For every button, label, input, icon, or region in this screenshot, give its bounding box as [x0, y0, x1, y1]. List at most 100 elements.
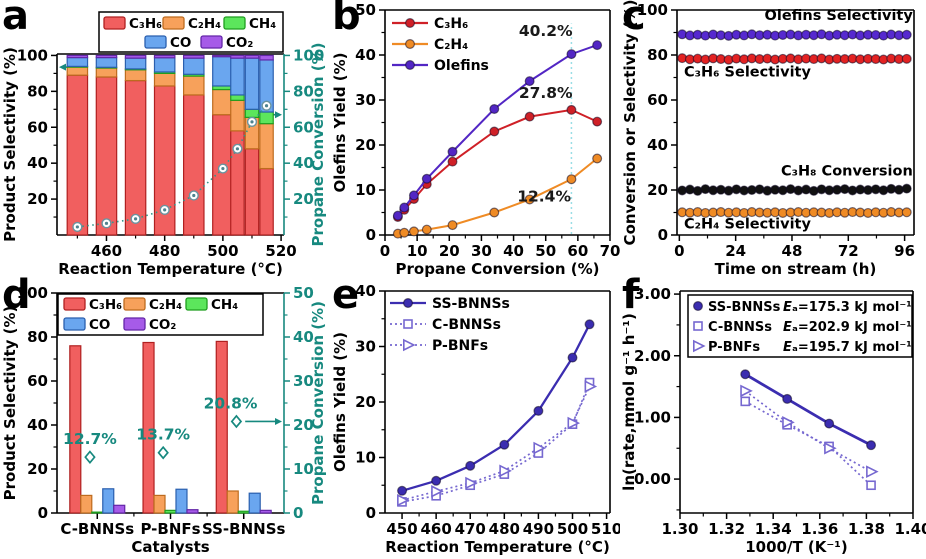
svg-text:Propane Conversion (%): Propane Conversion (%): [309, 43, 327, 247]
svg-text:1.34: 1.34: [755, 520, 792, 538]
svg-text:0: 0: [674, 242, 684, 260]
svg-text:0: 0: [380, 242, 390, 260]
series-ss-bnnss: [740, 369, 877, 451]
series-c-h-: [392, 153, 603, 239]
panel-a: 460 480 500 520 20 40 60 80 100 20 40 60 80 100 Propan…: [0, 0, 330, 279]
svg-text:Catalysts: Catalysts: [131, 538, 209, 556]
svg-text:Eₐ=202.9 kJ mol⁻¹: Eₐ=202.9 kJ mol⁻¹: [783, 320, 912, 335]
svg-text:0: 0: [366, 504, 376, 522]
series-olefins: [392, 40, 603, 221]
svg-text:20: 20: [293, 416, 314, 434]
svg-text:20: 20: [355, 393, 376, 411]
svg-text:Product Selectivity (%): Product Selectivity (%): [1, 47, 19, 242]
svg-text:C-BNNSs: C-BNNSs: [708, 320, 772, 335]
svg-text:490: 490: [523, 520, 554, 538]
svg-text:Conversion or Selectivity (%): Conversion or Selectivity (%): [621, 0, 639, 245]
svg-text:96: 96: [894, 242, 915, 260]
svg-text:Reaction Temperature (°C): Reaction Temperature (°C): [385, 538, 610, 556]
svg-text:C₂H₄: C₂H₄: [434, 37, 468, 53]
svg-text:C-BNNSs: C-BNNSs: [432, 317, 501, 333]
svg-text:1000/T (K⁻¹): 1000/T (K⁻¹): [745, 538, 848, 556]
series-c-h-selectivity: [677, 53, 912, 65]
series-ss-bnnss: [397, 319, 595, 496]
svg-text:C₃H₆ Selectivity: C₃H₆ Selectivity: [684, 64, 811, 80]
svg-text:40: 40: [503, 242, 524, 260]
chart-svg-e: 450 460 470 480 490 500 510 0 10 20 30 40 Reaction T…: [331, 282, 620, 556]
svg-text:500: 500: [207, 242, 238, 260]
svg-text:Propane Conversion (%): Propane Conversion (%): [309, 301, 327, 505]
series-c-h-conversion: [677, 183, 912, 196]
propane-conversion-line: [72, 100, 272, 233]
svg-text:C₃H₈ Conversion: C₃H₈ Conversion: [781, 163, 913, 179]
svg-text:Time on stream (h): Time on stream (h): [715, 260, 877, 278]
svg-text:CO₂: CO₂: [226, 35, 253, 51]
svg-text:Olefins Selectivity: Olefins Selectivity: [765, 8, 914, 24]
chart-svg-a: 460 480 500 5202040608010020406080100Propan…: [1, 11, 327, 278]
svg-text:24: 24: [725, 242, 746, 260]
svg-text:SS-BNNSs: SS-BNNSs: [708, 300, 781, 315]
svg-text:80: 80: [647, 46, 668, 64]
svg-text:P-BNFs: P-BNFs: [432, 338, 488, 354]
svg-text:80: 80: [293, 82, 314, 100]
svg-text:480: 480: [149, 242, 180, 260]
grouped-bars: [69, 340, 272, 514]
svg-text:C₃H₆: C₃H₆: [129, 16, 162, 32]
svg-text:470: 470: [455, 520, 486, 538]
svg-text:0: 0: [38, 504, 48, 522]
stacked-bars: [66, 54, 274, 236]
svg-text:20: 20: [27, 190, 48, 208]
svg-text:2.00: 2.00: [634, 347, 671, 365]
panel-letter-b: b: [332, 0, 361, 39]
svg-text:CH₄: CH₄: [249, 16, 276, 32]
legend: C₃H₆ C₂H₄ Olefins: [392, 16, 489, 74]
svg-text:CH₄: CH₄: [211, 297, 238, 313]
svg-text:510: 510: [591, 520, 620, 538]
svg-text:50: 50: [355, 1, 376, 19]
series-c-h-selectivity: [677, 207, 912, 218]
svg-text:27.8%: 27.8%: [519, 84, 573, 102]
svg-text:30: 30: [355, 91, 376, 109]
svg-text:1.30: 1.30: [661, 520, 698, 538]
svg-text:ln(rate,mmol g⁻¹ h⁻¹): ln(rate,mmol g⁻¹ h⁻¹): [620, 313, 638, 491]
svg-text:SS-BNNSs: SS-BNNSs: [202, 520, 286, 538]
chart-svg-f: 1.30 1.32 1.34 1.36 1.38 1.40 0.00 1.00 2.00 3.00…: [620, 285, 926, 556]
legend: C₃H₆ C₂H₄ CH₄ CO CO₂: [98, 11, 284, 53]
axes: C-BNNSs P-BNFs SS-BNNSs 0 20 40 60 80 100 0 10 20 30…: [1, 284, 327, 556]
svg-text:C₃H₆: C₃H₆: [434, 16, 468, 32]
svg-text:40: 40: [27, 416, 48, 434]
svg-text:60: 60: [647, 91, 668, 109]
svg-text:Olefins Yield (%): Olefins Yield (%): [331, 332, 349, 472]
svg-text:40: 40: [355, 46, 376, 64]
svg-text:60: 60: [293, 118, 314, 136]
svg-text:100: 100: [293, 46, 324, 64]
svg-text:0: 0: [366, 226, 376, 244]
svg-text:20.8%: 20.8%: [204, 394, 258, 412]
svg-text:30: 30: [293, 372, 314, 390]
series-olefins-selectivity: [677, 29, 912, 41]
series-p-bnfs: [397, 380, 598, 507]
svg-text:30: 30: [471, 242, 492, 260]
panel-b: 0 10 20 30 40 50 60 70 0 10 20 30 40 50 Propane Conver…: [330, 0, 620, 279]
svg-text:480: 480: [489, 520, 520, 538]
axes: 450 460 470 480 490 500 510 0 10 20 30 40 Reaction T…: [331, 282, 620, 556]
svg-text:Product Selectivity (%): Product Selectivity (%): [1, 306, 19, 501]
panel-letter-d: d: [2, 272, 31, 318]
svg-text:0.00: 0.00: [634, 470, 671, 488]
svg-text:20: 20: [355, 136, 376, 154]
svg-text:500: 500: [557, 520, 588, 538]
svg-text:C₂H₄: C₂H₄: [149, 297, 182, 313]
series-p-bnfs: [740, 384, 879, 478]
svg-text:CO: CO: [89, 317, 110, 333]
svg-text:0: 0: [658, 226, 668, 244]
panel-f: 1.30 1.32 1.34 1.36 1.38 1.40 0.00 1.00 2.00 3.00…: [620, 273, 926, 559]
svg-text:40: 40: [293, 328, 314, 346]
svg-text:10: 10: [407, 242, 428, 260]
svg-text:60: 60: [27, 118, 48, 136]
svg-text:72: 72: [838, 242, 859, 260]
svg-text:1.40: 1.40: [894, 520, 926, 538]
conversion-diamonds: [84, 414, 243, 464]
svg-text:48: 48: [782, 242, 803, 260]
svg-text:50: 50: [293, 284, 314, 302]
